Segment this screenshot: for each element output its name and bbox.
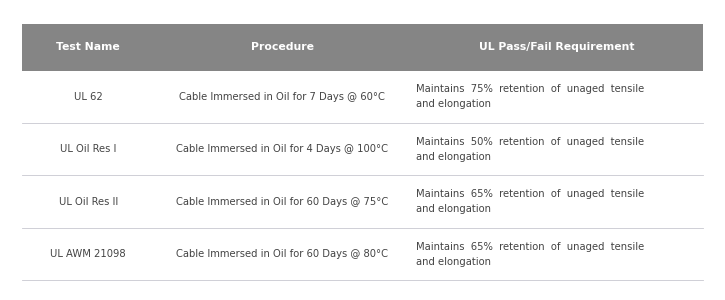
Bar [22, 70, 703, 123]
Text: Maintains  75%  retention  of  unaged  tensile
and elongation: Maintains 75% retention of unaged tensil… [416, 84, 645, 109]
Text: UL 62: UL 62 [74, 92, 102, 102]
Text: Cable Immersed in Oil for 4 Days @ 100°C: Cable Immersed in Oil for 4 Days @ 100°C [176, 144, 389, 154]
Bar [22, 24, 703, 70]
Text: Procedure: Procedure [251, 42, 314, 52]
Text: Maintains  65%  retention  of  unaged  tensile
and elongation: Maintains 65% retention of unaged tensil… [416, 189, 645, 214]
Bar [22, 24, 703, 285]
Bar [22, 228, 703, 280]
Text: UL Pass/Fail Requirement: UL Pass/Fail Requirement [479, 42, 634, 52]
Text: Cable Immersed in Oil for 7 Days @ 60°C: Cable Immersed in Oil for 7 Days @ 60°C [180, 92, 386, 102]
Text: Cable Immersed in Oil for 60 Days @ 75°C: Cable Immersed in Oil for 60 Days @ 75°C [176, 197, 389, 207]
Text: Cable Immersed in Oil for 60 Days @ 80°C: Cable Immersed in Oil for 60 Days @ 80°C [176, 249, 389, 259]
Text: Maintains  50%  retention  of  unaged  tensile
and elongation: Maintains 50% retention of unaged tensil… [416, 137, 644, 162]
Text: Maintains  65%  retention  of  unaged  tensile
and elongation: Maintains 65% retention of unaged tensil… [416, 242, 645, 267]
Text: UL Oil Res II: UL Oil Res II [59, 197, 118, 207]
Bar [22, 176, 703, 228]
Text: UL Oil Res I: UL Oil Res I [60, 144, 117, 154]
Text: UL AWM 21098: UL AWM 21098 [50, 249, 126, 259]
Bar [22, 123, 703, 176]
Text: Test Name: Test Name [57, 42, 120, 52]
